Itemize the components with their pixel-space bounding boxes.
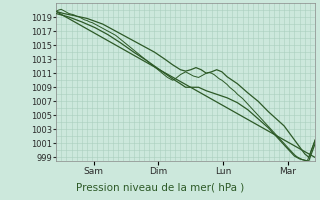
Text: Pression niveau de la mer( hPa ): Pression niveau de la mer( hPa ) (76, 182, 244, 192)
